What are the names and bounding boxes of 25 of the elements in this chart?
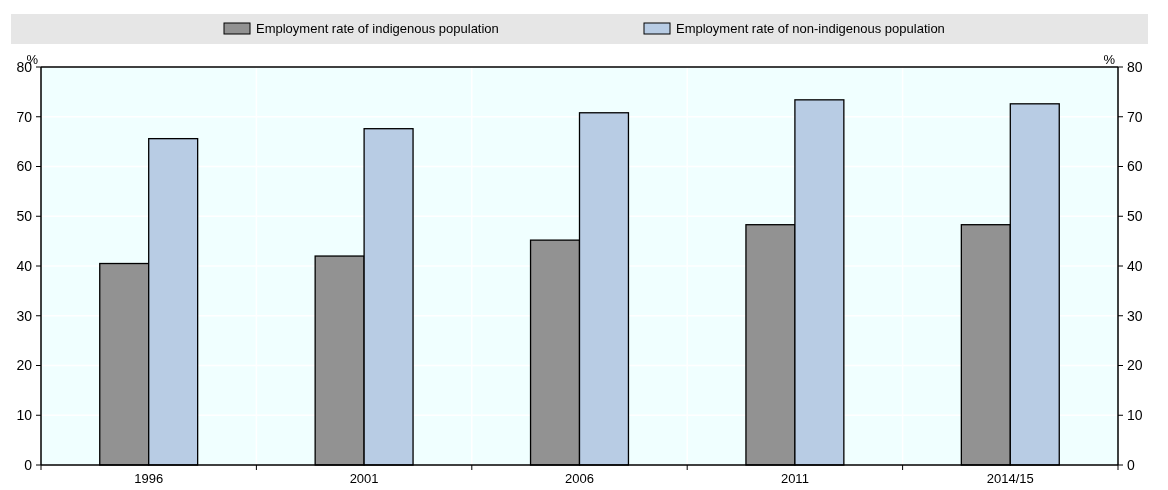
x-tick-label: 2006 xyxy=(565,471,594,486)
y-tick-label: 30 xyxy=(16,307,33,324)
y2-tick-label: 70 xyxy=(1127,108,1143,125)
y-tick-label: 60 xyxy=(16,158,33,175)
y2-tick-label: 50 xyxy=(1127,208,1143,225)
y-tick-label: 50 xyxy=(16,208,33,225)
y2-tick-label: 60 xyxy=(1127,158,1143,175)
legend-label: Employment rate of indigenous population xyxy=(256,21,499,36)
y2-axis-title: % xyxy=(1103,52,1116,67)
y-tick-label: 10 xyxy=(16,407,33,424)
legend-label: Employment rate of non-indigenous population xyxy=(676,21,945,36)
x-tick-label: 2001 xyxy=(349,471,379,486)
y-tick-label: 70 xyxy=(16,108,33,125)
y-tick-label: 0 xyxy=(24,456,33,473)
y2-tick-label: 30 xyxy=(1127,307,1143,324)
y2-tick-label: 80 xyxy=(1127,58,1143,75)
x-tick-label: 2014/15 xyxy=(986,471,1034,486)
y2-tick-label: 10 xyxy=(1127,407,1143,424)
y-tick-label: 20 xyxy=(16,357,33,374)
y2-tick-label: 40 xyxy=(1127,257,1143,274)
x-tick-label: 2011 xyxy=(780,471,809,486)
y2-tick-label: 0 xyxy=(1127,456,1135,473)
x-tick-label: 1996 xyxy=(134,471,164,486)
y-tick-label: 40 xyxy=(16,257,33,274)
y2-tick-label: 20 xyxy=(1127,357,1143,374)
